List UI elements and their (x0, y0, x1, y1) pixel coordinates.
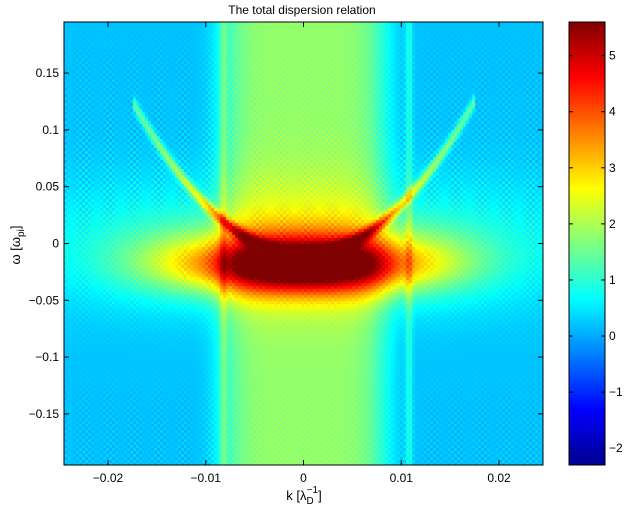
colorbar-tick-label: 3 (609, 161, 616, 175)
x-axis: −0.02 −0.01 0 0.01 0.02 (93, 22, 511, 485)
colorbar-tick-label: −1 (609, 385, 623, 399)
x-tick-label: 0.02 (487, 471, 511, 485)
colorbar-tick-label: 2 (609, 217, 616, 231)
colorbar-tick-label: 0 (609, 329, 616, 343)
x-tick-label: −0.02 (93, 471, 124, 485)
heatmap (64, 22, 543, 465)
x-tick-label: −0.01 (191, 471, 222, 485)
y-tick-label: −0.15 (29, 407, 60, 421)
y-tick-label: 0.15 (36, 66, 60, 80)
x-axis-label: k [λD−1] (286, 485, 322, 507)
y-tick-label: −0.05 (29, 293, 60, 307)
chart-title: The total dispersion relation (228, 3, 375, 17)
colorbar-gradient (568, 21, 606, 466)
colorbar: −2 −1 0 1 2 3 4 5 (568, 21, 623, 466)
colorbar-tick-label: 1 (609, 273, 616, 287)
x-tick-label: 0 (300, 471, 307, 485)
colorbar-tick-label: 4 (609, 105, 616, 119)
y-tick-label: 0.1 (42, 123, 59, 137)
y-tick-label: 0.05 (36, 180, 60, 194)
colorbar-tick-label: 5 (609, 49, 616, 63)
y-axis: −0.15 −0.1 −0.05 0 0.05 0.1 0.15 (29, 66, 543, 421)
y-tick-label: 0 (52, 237, 59, 251)
colorbar-axis: −2 −1 0 1 2 3 4 5 (569, 49, 623, 455)
y-axis-label: ω [ωpi] (8, 226, 27, 265)
y-tick-label: −0.1 (35, 350, 59, 364)
colorbar-tick-label: −2 (609, 441, 623, 455)
plot-area: −0.02 −0.01 0 0.01 0.02 −0.15 −0.1 −0.05 0 0.05 0… (29, 21, 544, 485)
x-tick-label: 0.01 (390, 471, 414, 485)
